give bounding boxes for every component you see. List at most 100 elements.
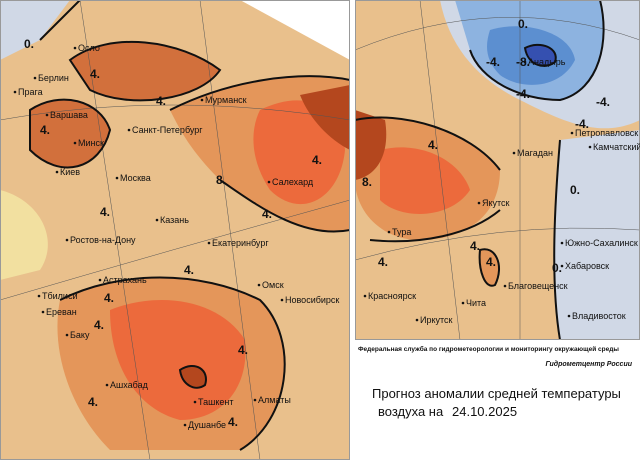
city-dot xyxy=(183,423,187,427)
city-dot xyxy=(105,383,109,387)
date: 24.10.2025 xyxy=(452,404,517,419)
city-label: Анадырь xyxy=(528,57,566,67)
city-label: Владивосток xyxy=(572,311,626,321)
contour-label: 4. xyxy=(100,205,110,219)
city-dot xyxy=(41,310,45,314)
contour-label: 4. xyxy=(94,318,104,332)
city-label: Иркутск xyxy=(420,315,453,325)
city-label: Тбилиси xyxy=(42,291,78,301)
city-dot xyxy=(267,180,271,184)
city-dot xyxy=(512,151,516,155)
contour-label: 4. xyxy=(88,395,98,409)
city-dot xyxy=(560,241,564,245)
contour-label: 4. xyxy=(238,343,248,357)
city-label: Астрахань xyxy=(103,275,147,285)
contour-label: 0. xyxy=(552,261,562,275)
contour-label: 4. xyxy=(470,239,480,253)
city-dot xyxy=(155,218,159,222)
city-dot xyxy=(200,98,204,102)
city-label: Салехард xyxy=(272,177,314,187)
city-dot xyxy=(477,201,481,205)
city-dot xyxy=(65,333,69,337)
city-label: Хабаровск xyxy=(565,261,609,271)
city-dot xyxy=(73,46,77,50)
agency: Федеральная служба по гидрометеорологии … xyxy=(358,345,619,353)
city-dot xyxy=(570,131,574,135)
city-dot xyxy=(567,314,571,318)
city-dot xyxy=(65,238,69,242)
city-dot xyxy=(45,113,49,117)
contour-label: 4. xyxy=(184,263,194,277)
city-label: Благовещенск xyxy=(508,281,568,291)
city-dot xyxy=(127,128,131,132)
city-label: Камчатский xyxy=(593,142,640,152)
center: Гидрометцентр России xyxy=(546,360,633,368)
city-label: Ростов-на-Дону xyxy=(70,235,136,245)
city-dot xyxy=(33,76,37,80)
contour-label: -8. xyxy=(516,55,530,69)
city-dot xyxy=(55,170,59,174)
city-label: Ашхабад xyxy=(110,380,149,390)
city-label: Алматы xyxy=(258,395,291,405)
contour-label: 4. xyxy=(428,138,438,152)
city-label: Ереван xyxy=(46,307,77,317)
city-label: Магадан xyxy=(517,148,553,158)
city-label: Варшава xyxy=(50,110,88,120)
contour-label: 0. xyxy=(518,17,528,31)
city-dot xyxy=(115,176,119,180)
city-label: Красноярск xyxy=(368,291,416,301)
city-dot xyxy=(415,318,419,322)
city-label: Ташкент xyxy=(198,397,233,407)
contour-label: 4. xyxy=(312,153,322,167)
city-label: Баку xyxy=(70,330,90,340)
city-label: Петропавловск xyxy=(575,128,638,138)
city-label: Киев xyxy=(60,167,80,177)
city-dot xyxy=(503,284,507,288)
left-map xyxy=(0,0,350,460)
contour-label: 0. xyxy=(24,37,34,51)
city-dot xyxy=(363,294,367,298)
city-dot xyxy=(98,278,102,282)
city-dot xyxy=(523,60,527,64)
city-label: Новосибирск xyxy=(285,295,339,305)
contour-label: -4. xyxy=(516,87,530,101)
city-label: Чита xyxy=(466,298,486,308)
city-dot xyxy=(461,301,465,305)
contour-label: -4. xyxy=(575,117,589,131)
city-label: Тура xyxy=(392,227,411,237)
city-dot xyxy=(207,241,211,245)
city-label: Якутск xyxy=(482,198,510,208)
city-dot xyxy=(13,90,17,94)
contour-label: 4. xyxy=(156,94,166,108)
contour-label: 4. xyxy=(90,67,100,81)
contour-label: 8. xyxy=(362,175,372,189)
contour-label: 4. xyxy=(104,291,114,305)
city-dot xyxy=(588,145,592,149)
city-label: Казань xyxy=(160,215,189,225)
contour-label: 4. xyxy=(486,255,496,269)
city-label: Омск xyxy=(262,280,284,290)
city-label: Берлин xyxy=(38,73,69,83)
contour-label: 4. xyxy=(378,255,388,269)
contour-label: -4. xyxy=(596,95,610,109)
title-line2: воздуха на xyxy=(378,404,444,419)
city-label: Осло xyxy=(78,43,100,53)
city-label: Прага xyxy=(18,87,43,97)
contour-label: 4. xyxy=(228,415,238,429)
right-map xyxy=(355,0,640,340)
city-label: Москва xyxy=(120,173,151,183)
contour-label: 8. xyxy=(216,173,226,187)
city-dot xyxy=(387,230,391,234)
city-label: Санкт-Петербург xyxy=(132,125,203,135)
city-dot xyxy=(193,400,197,404)
title-line1: Прогноз аномалии средней температуры xyxy=(372,386,621,401)
city-label: Душанбе xyxy=(188,420,226,430)
city-dot xyxy=(37,294,41,298)
city-dot xyxy=(253,398,257,402)
contour-label: 0. xyxy=(570,183,580,197)
contour-label: 4. xyxy=(40,123,50,137)
city-label: Екатеринбург xyxy=(212,238,269,248)
contour-label: 4. xyxy=(262,207,272,221)
city-label: Мурманск xyxy=(205,95,247,105)
